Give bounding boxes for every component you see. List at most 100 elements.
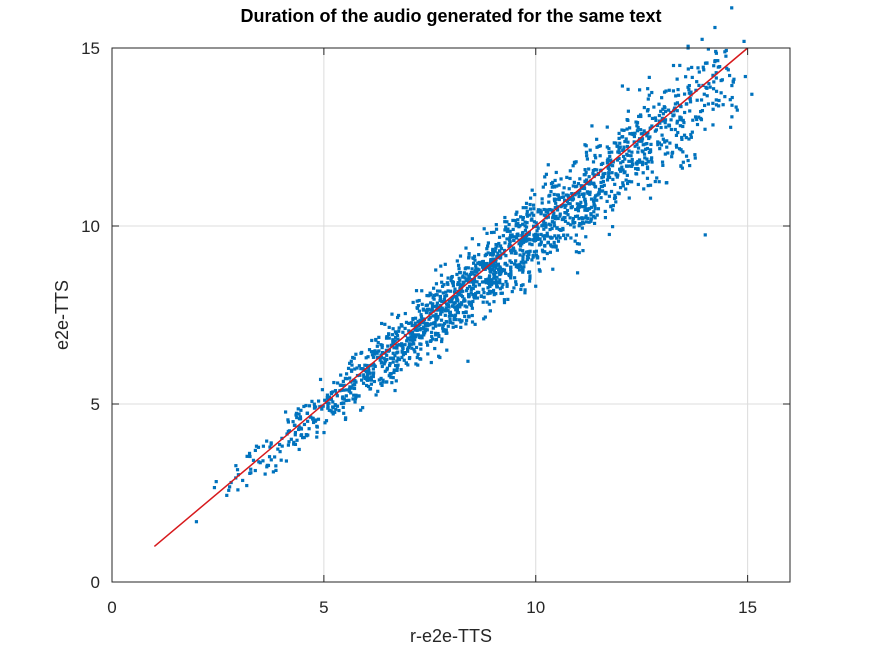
scatter-point: [485, 247, 489, 251]
scatter-point: [566, 233, 570, 237]
scatter-point: [472, 254, 477, 258]
scatter-point: [486, 292, 490, 296]
scatter-point: [619, 161, 623, 165]
scatter-point: [501, 282, 505, 287]
scatter-point: [432, 293, 436, 298]
scatter-point: [714, 51, 718, 55]
scatter-point: [365, 378, 370, 382]
scatter-point: [658, 121, 662, 125]
scatter-point: [320, 388, 324, 392]
scatter-point: [350, 363, 354, 367]
scatter-point: [597, 187, 602, 192]
scatter-point: [440, 337, 444, 341]
scatter-point: [485, 262, 489, 266]
scatter-point: [584, 220, 588, 224]
scatter-point: [323, 421, 327, 425]
scatter-point: [514, 212, 518, 216]
scatter-point: [675, 119, 679, 123]
scatter-point: [498, 278, 502, 282]
scatter-point: [584, 214, 588, 218]
scatter-point: [495, 275, 499, 279]
scatter-point: [641, 143, 645, 147]
scatter-point: [416, 319, 420, 324]
scatter-point: [601, 174, 605, 178]
scatter-point: [551, 214, 555, 218]
scatter-point: [608, 154, 612, 158]
scatter-point: [316, 399, 321, 403]
scatter-point: [464, 279, 468, 283]
scatter-point: [646, 131, 650, 135]
scatter-point: [383, 360, 387, 364]
scatter-point: [467, 314, 471, 318]
scatter-point: [535, 224, 539, 228]
scatter-point: [647, 75, 651, 79]
scatter-point: [425, 293, 429, 298]
scatter-point: [635, 124, 639, 128]
scatter-point: [371, 367, 375, 371]
scatter-point: [507, 273, 511, 278]
scatter-point: [654, 118, 658, 122]
scatter-point: [377, 335, 381, 339]
scatter-point: [542, 207, 546, 212]
scatter-point: [657, 102, 661, 106]
scatter-point: [543, 234, 547, 238]
scatter-point: [450, 280, 454, 284]
scatter-point: [494, 263, 498, 267]
scatter-point: [592, 182, 596, 186]
scatter-point: [636, 167, 640, 171]
scatter-point: [380, 364, 384, 369]
scatter-point: [550, 226, 554, 231]
scatter-point: [714, 98, 718, 102]
scatter-point: [592, 221, 597, 225]
scatter-point: [539, 212, 543, 216]
scatter-point: [412, 342, 416, 346]
scatter-point: [592, 202, 596, 206]
scatter-point: [505, 220, 509, 224]
scatter-point: [610, 171, 614, 175]
scatter-point: [315, 435, 319, 439]
scatter-point: [457, 267, 461, 271]
scatter-point: [565, 199, 570, 204]
scatter-point: [324, 419, 329, 423]
scatter-point: [603, 215, 608, 220]
scatter-point: [657, 180, 661, 184]
scatter-point: [699, 98, 704, 102]
scatter-point: [486, 286, 490, 290]
scatter-point: [433, 320, 437, 325]
scatter-point: [391, 357, 396, 361]
scatter-point: [647, 93, 651, 97]
scatter-point: [558, 236, 562, 240]
scatter-point: [645, 157, 649, 161]
scatter-point: [470, 280, 474, 284]
scatter-points: [194, 6, 754, 524]
scatter-point: [434, 314, 438, 318]
scatter-point: [521, 206, 525, 210]
scatter-point: [576, 191, 580, 195]
scatter-point: [713, 59, 717, 63]
scatter-point: [663, 140, 667, 144]
scatter-point: [329, 397, 334, 401]
scatter-point: [573, 239, 577, 243]
scatter-point: [574, 207, 578, 212]
scatter-point: [379, 353, 383, 357]
scatter-point: [494, 278, 498, 283]
scatter-point: [456, 263, 461, 267]
scatter-point: [469, 300, 473, 305]
scatter-point: [407, 344, 411, 348]
scatter-point: [419, 315, 424, 319]
scatter-point: [352, 393, 356, 397]
scatter-point: [663, 121, 667, 125]
scatter-point: [632, 134, 637, 139]
scatter-point: [391, 351, 395, 355]
scatter-point: [415, 325, 419, 329]
scatter-point: [429, 301, 433, 305]
scatter-point: [516, 265, 520, 270]
scatter-point: [439, 306, 443, 310]
scatter-point: [595, 193, 599, 197]
scatter-point: [730, 6, 734, 10]
scatter-point: [443, 329, 447, 333]
scatter-point: [554, 201, 558, 205]
scatter-point: [441, 326, 445, 330]
scatter-point: [462, 299, 466, 303]
scatter-point: [595, 213, 599, 217]
